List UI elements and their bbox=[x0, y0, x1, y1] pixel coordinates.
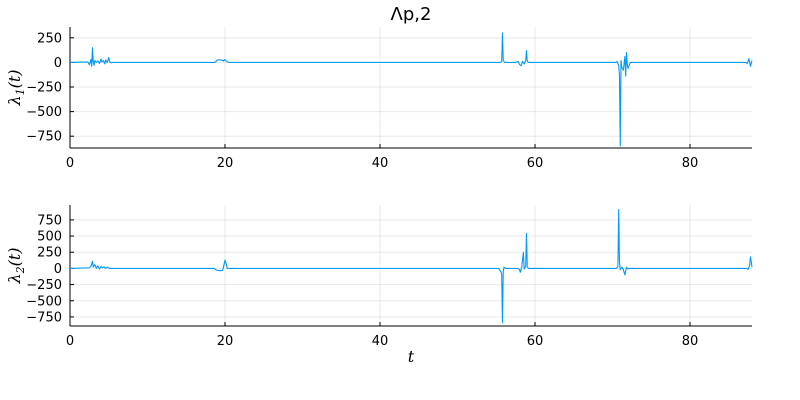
x-tick-label: 80 bbox=[682, 334, 699, 349]
x-tick-label: 40 bbox=[372, 156, 389, 171]
y-tick-label: 750 bbox=[37, 213, 62, 228]
x-tick-label: 80 bbox=[682, 156, 699, 171]
x-tick-label: 20 bbox=[217, 334, 234, 349]
y-tick-label: −750 bbox=[26, 310, 62, 325]
x-tick-label: 20 bbox=[217, 156, 234, 171]
x-axis-title: t bbox=[408, 347, 415, 366]
y-axis-title-argument: (t) bbox=[5, 247, 24, 266]
chart-panel-1: 0 20 40 60 80 250 0 −250 −500 −750 Λp,2 λ1(t) bbox=[5, 4, 753, 171]
x-tick-label: 0 bbox=[66, 334, 74, 349]
y-axis-title-subscript: 2 bbox=[14, 266, 27, 274]
y-tick-label: 500 bbox=[37, 230, 62, 245]
y-tick-label: −500 bbox=[26, 105, 62, 120]
y-tick-label: −250 bbox=[26, 81, 62, 96]
y-tick-label: 0 bbox=[54, 262, 62, 277]
y-axis-title: λ2(t) bbox=[5, 247, 27, 284]
y-tick-label: 250 bbox=[37, 31, 62, 46]
y-axis-title: λ1(t) bbox=[5, 69, 27, 106]
x-tick-label: 60 bbox=[527, 334, 544, 349]
x-tick-label: 60 bbox=[527, 156, 544, 171]
y-tick-label: −500 bbox=[26, 294, 62, 309]
series-line-1 bbox=[69, 32, 753, 147]
x-tick-label: 0 bbox=[66, 156, 74, 171]
y-axis-title-subscript: 1 bbox=[14, 88, 27, 95]
y-tick-label: −250 bbox=[26, 278, 62, 293]
y-tick-label: 0 bbox=[54, 56, 62, 71]
chart-title: Λp,2 bbox=[391, 4, 432, 25]
y-tick-label: −750 bbox=[26, 130, 62, 145]
x-tick-label: 40 bbox=[372, 334, 389, 349]
series-line-1 bbox=[69, 208, 753, 324]
y-tick-label: 250 bbox=[37, 246, 62, 261]
y-axis-title-symbol: λ bbox=[5, 273, 24, 284]
y-axis-title-symbol: λ bbox=[5, 95, 24, 106]
y-axis-title-argument: (t) bbox=[5, 69, 24, 88]
